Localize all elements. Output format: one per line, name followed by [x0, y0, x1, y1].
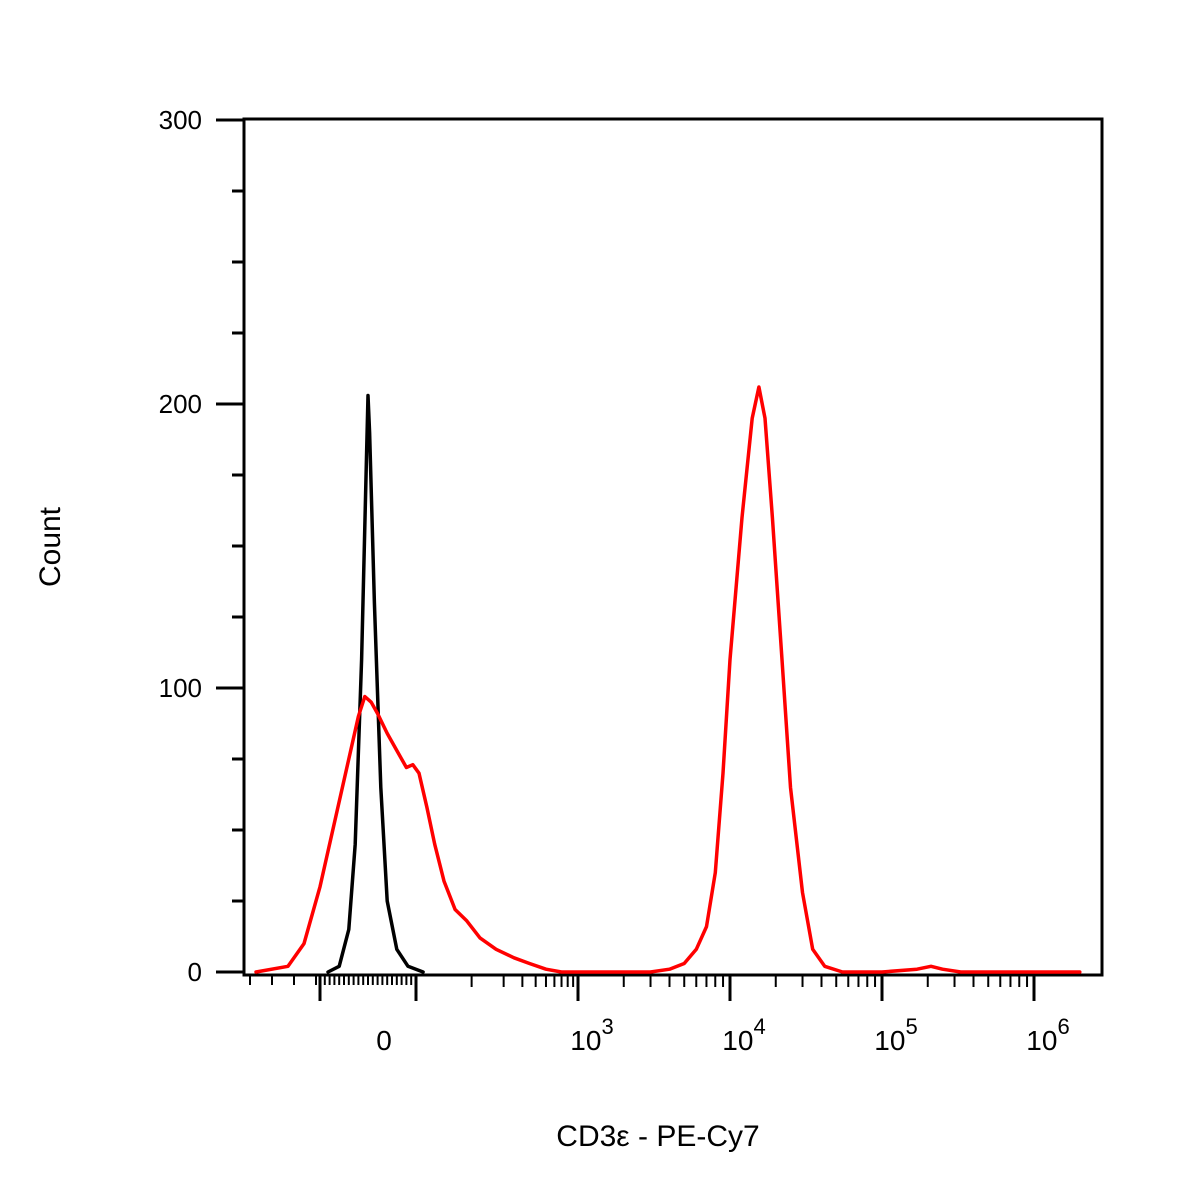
x-tick-label: 103 [570, 1014, 613, 1056]
x-tick-base: 10 [874, 1025, 905, 1056]
histogram-series-0 [326, 393, 425, 974]
x-tick-exponent: 4 [753, 1014, 765, 1039]
y-tick-label: 100 [159, 673, 202, 703]
series-layer [254, 385, 1082, 974]
y-tick-label: 200 [159, 389, 202, 419]
x-tick-exponent: 6 [1057, 1014, 1069, 1039]
y-axis-title: Count [34, 506, 67, 587]
x-tick-label: 105 [874, 1014, 917, 1056]
x-tick-label: 104 [722, 1014, 765, 1056]
x-axis: 0 103 104 105 106 [249, 975, 1070, 1056]
histogram-series-1 [254, 385, 1082, 974]
x-tick-label: 0 [376, 1025, 392, 1056]
x-tick-exponent: 5 [905, 1014, 917, 1039]
y-axis: 0 100 200 300 [159, 105, 244, 987]
y-tick-label: 0 [188, 957, 202, 987]
x-tick-base: 10 [1026, 1025, 1057, 1056]
y-tick-label: 300 [159, 105, 202, 135]
x-tick-exponent: 3 [601, 1014, 613, 1039]
x-tick-base: 0 [376, 1025, 392, 1056]
x-tick-base: 10 [722, 1025, 753, 1056]
x-tick-label: 106 [1026, 1014, 1069, 1056]
x-tick-base: 10 [570, 1025, 601, 1056]
x-axis-title: CD3ε - PE-Cy7 [556, 1120, 759, 1153]
